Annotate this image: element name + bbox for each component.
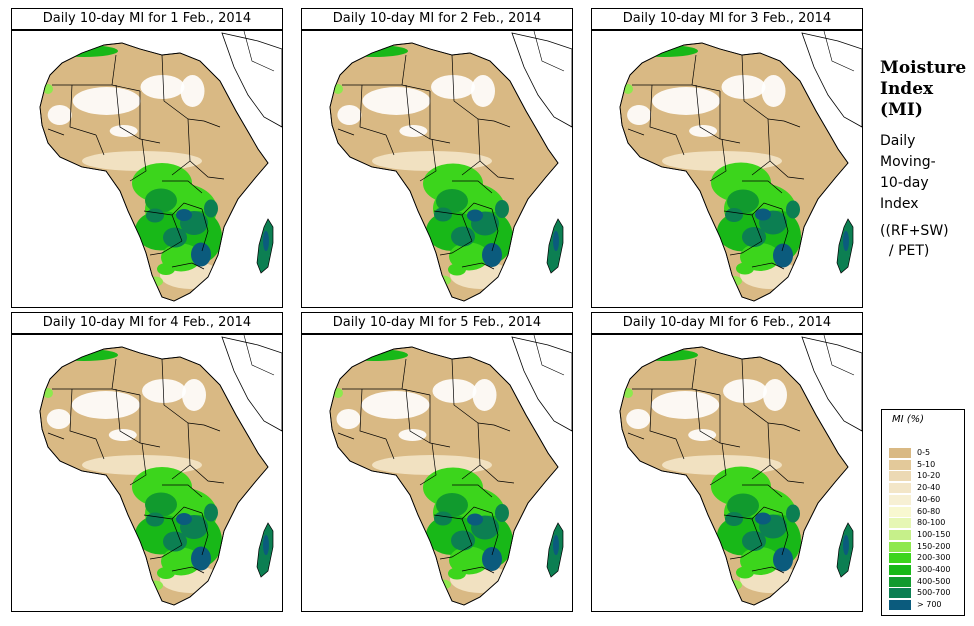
side-formula: ((RF+SW) / PET) — [880, 221, 972, 261]
legend-label: 40-60 — [917, 494, 941, 504]
legend-item: 300-400 — [889, 565, 961, 575]
legend-swatch — [889, 588, 911, 599]
map-panel-1: Daily 10-day MI for 1 Feb., 2014 — [11, 8, 283, 308]
legend-swatch — [889, 565, 911, 575]
legend-swatch — [889, 448, 911, 458]
legend-item: 5-10 — [889, 459, 961, 470]
legend-swatch — [889, 600, 911, 611]
legend-label: 300-400 — [917, 565, 951, 574]
side-description: Daily Moving- 10-day Index — [880, 131, 972, 215]
africa-map — [591, 30, 863, 308]
africa-svg — [39, 335, 282, 606]
africa-map — [301, 334, 573, 612]
panel-title: Daily 10-day MI for 3 Feb., 2014 — [591, 8, 863, 30]
map-panel-3: Daily 10-day MI for 3 Feb., 2014 — [591, 8, 863, 308]
legend-swatch — [889, 518, 911, 529]
side-description-line: Daily — [880, 133, 916, 149]
legend: MI (%) 0-5 5-10 10-20 20-40 40-60 60-80 80-100… — [881, 409, 965, 616]
legend-swatch — [889, 483, 911, 494]
legend-swatch — [889, 494, 911, 505]
side-title-line: Index — [880, 79, 934, 99]
side-description-line: Index — [880, 196, 919, 212]
africa-svg — [329, 335, 572, 606]
legend-swatch — [889, 576, 911, 587]
legend-label: 20-40 — [917, 483, 941, 493]
legend-item: 0-5 — [889, 448, 961, 458]
panel-title: Daily 10-day MI for 5 Feb., 2014 — [301, 312, 573, 334]
legend-item: 150-200 — [889, 541, 961, 552]
panel-title: Daily 10-day MI for 4 Feb., 2014 — [11, 312, 283, 334]
legend-swatch — [889, 506, 911, 517]
map-panel-5: Daily 10-day MI for 5 Feb., 2014 — [301, 312, 573, 612]
side-title-line: Moisture — [880, 58, 967, 78]
legend-label: 10-20 — [917, 471, 941, 481]
legend-item: 20-40 — [889, 483, 961, 494]
side-description-line: Moving- — [880, 154, 936, 170]
legend-item: 100-150 — [889, 529, 961, 540]
legend-label: 60-80 — [917, 506, 941, 516]
legend-title: MI (%) — [892, 414, 925, 425]
africa-svg — [619, 335, 862, 606]
legend-label: 100-150 — [917, 529, 951, 539]
side-description-line: 10-day — [880, 175, 929, 191]
africa-svg — [329, 31, 572, 302]
legend-item: 400-500 — [889, 576, 961, 587]
legend-item: 80-100 — [889, 518, 961, 529]
legend-swatch — [889, 529, 911, 540]
legend-label: 150-200 — [917, 541, 951, 551]
legend-item: 40-60 — [889, 494, 961, 505]
side-title-line: (MI) — [880, 100, 923, 120]
legend-swatch — [889, 541, 911, 552]
map-panel-2: Daily 10-day MI for 2 Feb., 2014 — [301, 8, 573, 308]
panel-title: Daily 10-day MI for 2 Feb., 2014 — [301, 8, 573, 30]
legend-label: > 700 — [917, 600, 942, 610]
legend-swatch — [889, 471, 911, 482]
africa-map — [11, 30, 283, 308]
map-panel-4: Daily 10-day MI for 4 Feb., 2014 — [11, 312, 283, 612]
legend-swatch — [889, 553, 911, 564]
africa-svg — [619, 31, 862, 302]
legend-label: 400-500 — [917, 576, 951, 586]
africa-map — [11, 334, 283, 612]
africa-map — [301, 30, 573, 308]
side-formula-line: / PET) — [880, 243, 930, 259]
africa-svg — [39, 31, 282, 302]
africa-map — [591, 334, 863, 612]
legend-item: 500-700 — [889, 588, 961, 599]
legend-item: 10-20 — [889, 471, 961, 482]
legend-label: 80-100 — [917, 518, 946, 528]
legend-label: 500-700 — [917, 588, 951, 598]
legend-label: 5-10 — [917, 459, 936, 469]
legend-item: 60-80 — [889, 506, 961, 517]
legend-swatch — [889, 459, 911, 470]
side-formula-line: ((RF+SW) — [880, 223, 949, 239]
side-title: Moisture Index (MI) — [880, 58, 972, 121]
legend-label: 200-300 — [917, 553, 951, 563]
legend-label: 0-5 — [917, 448, 931, 457]
legend-item: 200-300 — [889, 553, 961, 564]
panel-title: Daily 10-day MI for 1 Feb., 2014 — [11, 8, 283, 30]
map-panel-6: Daily 10-day MI for 6 Feb., 2014 — [591, 312, 863, 612]
panel-title: Daily 10-day MI for 6 Feb., 2014 — [591, 312, 863, 334]
legend-item: > 700 — [889, 600, 961, 611]
